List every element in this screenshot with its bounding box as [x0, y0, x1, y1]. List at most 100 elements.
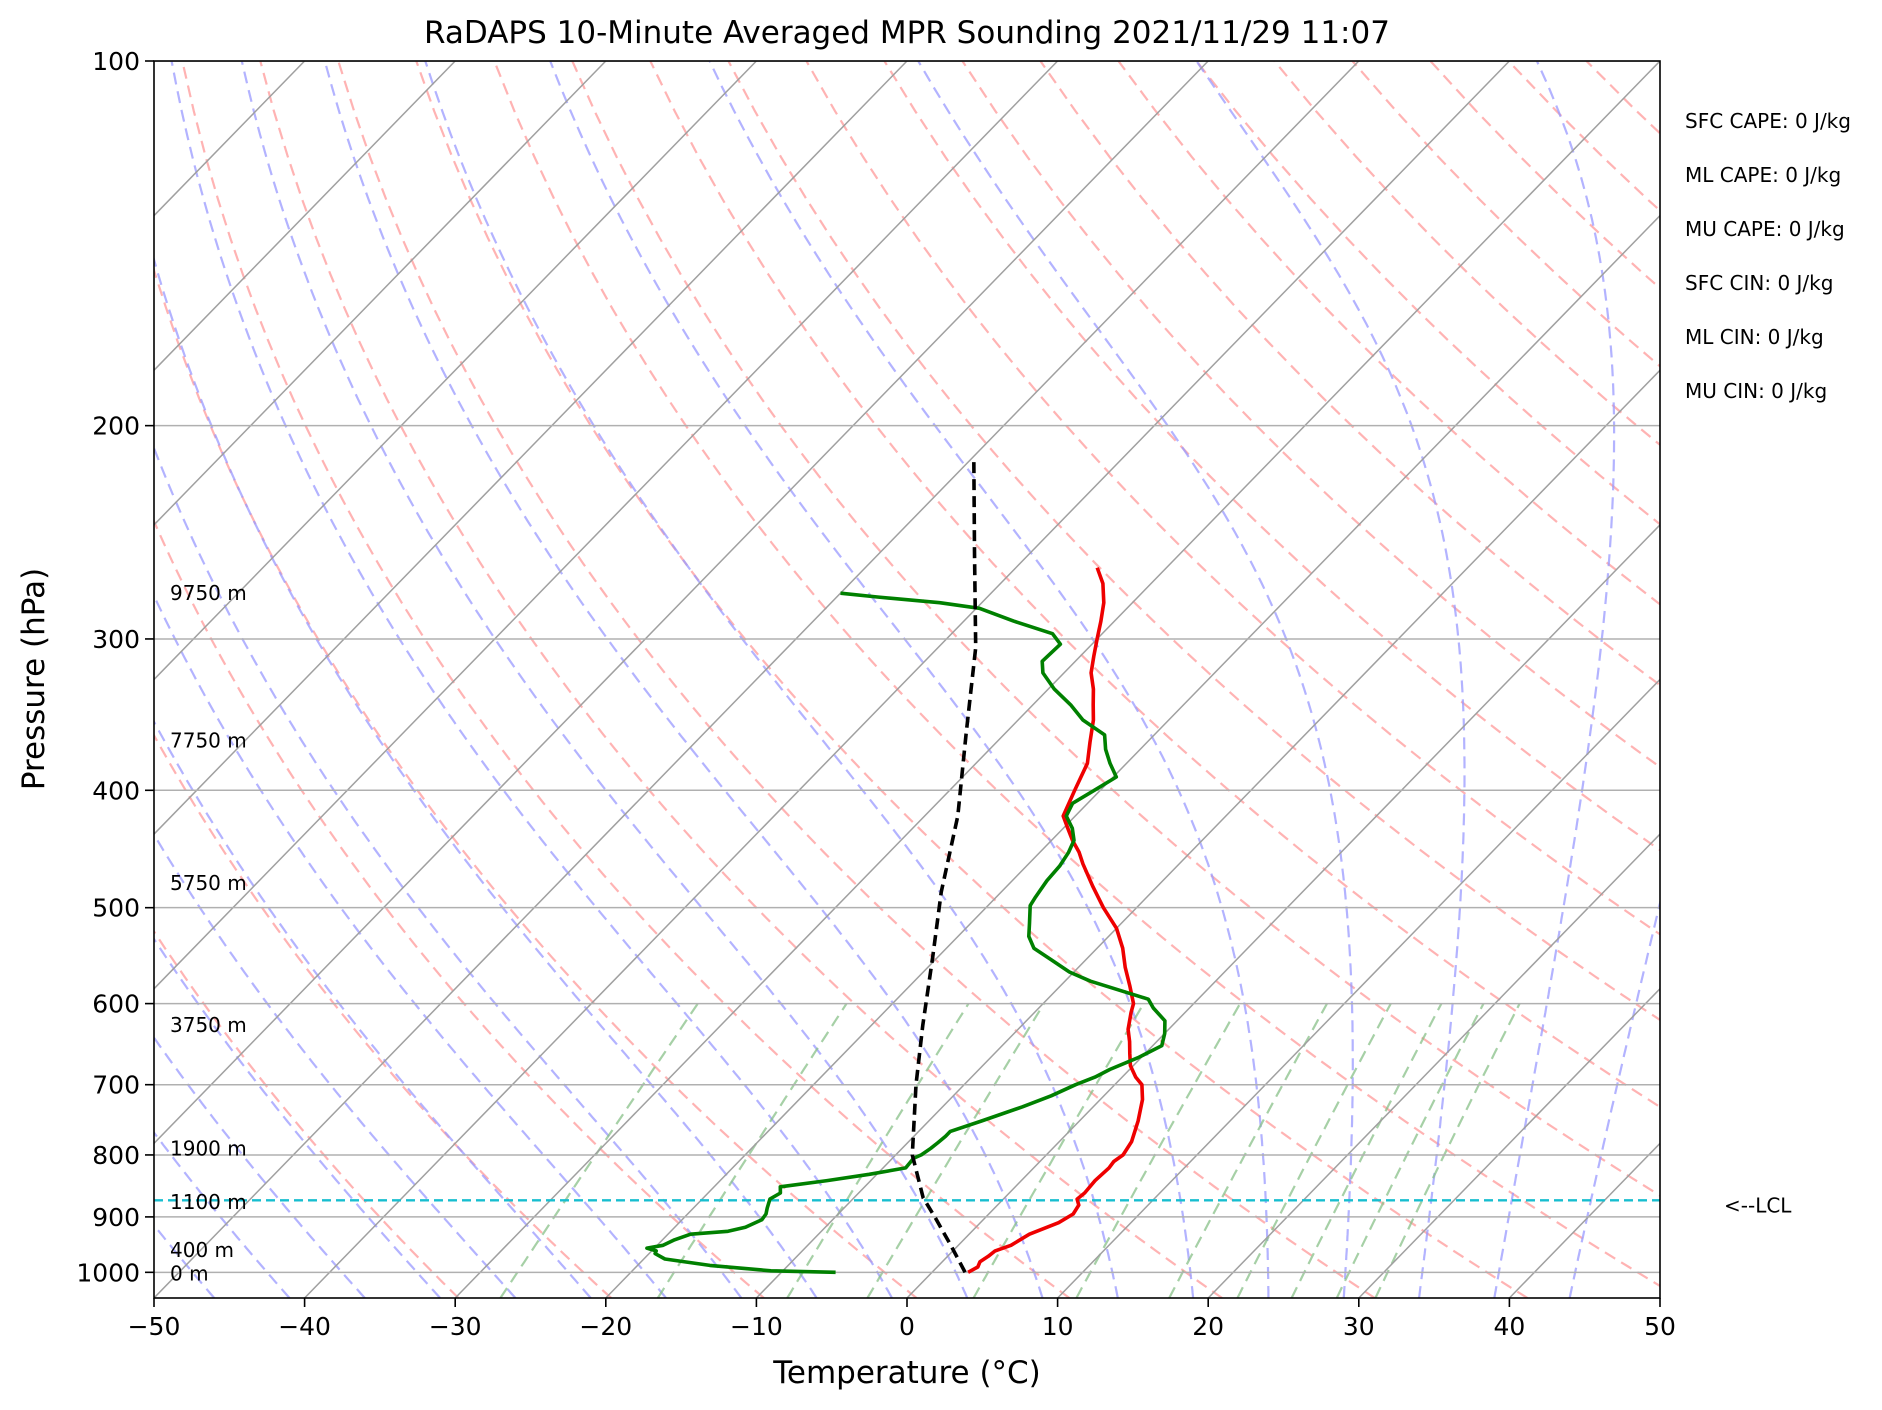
- y-tick-label: 1000: [76, 1258, 140, 1287]
- isotherm: [605, 214, 1660, 1298]
- y-tick-label: 500: [92, 894, 140, 923]
- height-label: 7750 m: [170, 729, 247, 753]
- dry-adiabat: [181, 61, 1071, 1298]
- stability-annotation: ML CIN: 0 J/kg: [1685, 325, 1824, 349]
- isotherm: [154, 61, 908, 836]
- isotherm: [1508, 1142, 1660, 1298]
- isotherm: [154, 61, 1059, 990]
- dry-adiabat: [571, 61, 1660, 1197]
- x-tick-label: −40: [278, 1312, 331, 1341]
- moist-adiabat: [170, 61, 893, 1298]
- y-tick-label: 800: [92, 1141, 140, 1170]
- moist-adiabat: [323, 61, 1044, 1298]
- height-label: 5750 m: [170, 871, 247, 895]
- mixing-ratio-line: [1374, 1003, 1521, 1298]
- x-tick-label: 30: [1343, 1312, 1375, 1341]
- dry-adiabat: [1117, 61, 1660, 606]
- isotherm: [154, 61, 456, 372]
- isotherm: [1207, 833, 1660, 1298]
- isotherm: [906, 523, 1660, 1298]
- isotherm: [154, 61, 1209, 1145]
- y-tick-label: 400: [92, 776, 140, 805]
- dry-adiabat: [1742, 61, 1882, 1298]
- stability-annotation: MU CAPE: 0 J/kg: [1685, 217, 1845, 241]
- moist-adiabat: [708, 61, 1270, 1298]
- isotherm: [154, 61, 1360, 1298]
- mixing-ratio-line: [656, 1003, 848, 1298]
- chart-title: RaDAPS 10-Minute Averaged MPR Sounding 2…: [424, 15, 1390, 51]
- isotherm: [1659, 1296, 1660, 1298]
- height-label: 1900 m: [170, 1136, 247, 1160]
- dewpoint-line: [645, 591, 1167, 1275]
- stability-annotation: SFC CIN: 0 J/kg: [1685, 271, 1833, 295]
- dry-adiabat: [337, 61, 1376, 1298]
- mixing-ratio-line: [1335, 1003, 1485, 1298]
- x-tick-label: −30: [429, 1312, 482, 1341]
- moist-adiabat: [154, 1035, 366, 1298]
- moist-adiabat: [154, 593, 667, 1298]
- dry-adiabat: [1664, 61, 1882, 1298]
- isotherm: [304, 61, 1510, 1298]
- mixing-ratio-line: [1075, 1003, 1242, 1298]
- dry-adiabat: [649, 61, 1660, 1109]
- y-tick-label: 900: [92, 1203, 140, 1232]
- moist-adiabat: [424, 61, 1119, 1298]
- height-label: 0 m: [170, 1261, 209, 1285]
- moist-adiabat: [154, 255, 818, 1298]
- x-tick-label: −10: [730, 1312, 783, 1341]
- x-axis-label: Temperature (°C): [772, 1355, 1041, 1391]
- stability-annotation: ML CAPE: 0 J/kg: [1685, 163, 1841, 187]
- isotherm: [454, 61, 1660, 1298]
- mixing-ratio-line: [786, 1003, 970, 1298]
- dry-adiabat: [961, 61, 1660, 769]
- y-tick-label: 200: [92, 412, 140, 441]
- dry-adiabat: [259, 61, 1223, 1298]
- height-label: 9750 m: [170, 581, 247, 605]
- isotherm: [0, 61, 3, 1298]
- temperature-line: [967, 567, 1145, 1274]
- axes: −50 −40 −30 −20 −10 0 10 20 30 40 50 100 200 300 400 50…: [76, 47, 1792, 1341]
- moist-adiabat: [1568, 898, 1660, 1298]
- moist-adiabat: [1195, 61, 1466, 1298]
- dry-adiabat: [154, 929, 460, 1298]
- series-layer: [645, 456, 1167, 1275]
- x-tick-label: 0: [899, 1312, 915, 1341]
- dry-adiabat: [154, 266, 918, 1298]
- isotherm: [755, 369, 1660, 1298]
- moist-adiabat: [917, 61, 1354, 1298]
- height-label: 1100 m: [170, 1190, 247, 1214]
- dry-adiabat: [415, 61, 1529, 1298]
- mixing-ratio-line: [972, 1003, 1145, 1298]
- y-tick-label: 600: [92, 990, 140, 1019]
- dry-adiabat: [154, 518, 765, 1298]
- lcl-label: <--LCL: [1724, 1193, 1792, 1217]
- moist-adiabat: [154, 937, 441, 1298]
- mixing-ratio-line: [499, 1002, 699, 1298]
- isotherm: [154, 61, 757, 681]
- y-tick-label: 700: [92, 1071, 140, 1100]
- dry-adiabat: [154, 733, 612, 1298]
- x-tick-label: −50: [128, 1312, 181, 1341]
- x-tick-label: 40: [1493, 1312, 1525, 1341]
- y-tick-label: 100: [92, 47, 140, 76]
- x-tick-label: −20: [579, 1312, 632, 1341]
- x-tick-label: 10: [1042, 1312, 1074, 1341]
- stability-annotations: SFC CAPE: 0 J/kg ML CAPE: 0 J/kg MU CAPE: …: [1685, 109, 1851, 403]
- moist-adiabat: [154, 832, 517, 1298]
- x-tick-label: 20: [1192, 1312, 1224, 1341]
- moist-adiabat: [240, 61, 969, 1298]
- dry-adiabat: [1039, 61, 1660, 687]
- mixing-ratio-line: [1290, 1003, 1443, 1298]
- moist-adiabat: [1493, 61, 1616, 1298]
- dry-adiabat: [1273, 61, 1660, 447]
- dry-adiabat: [883, 61, 1660, 852]
- height-label: 3750 m: [170, 1013, 247, 1037]
- pressure-grid: [154, 61, 1660, 1274]
- mixing-ratio-line: [1236, 1003, 1392, 1298]
- height-label: 400 m: [170, 1238, 234, 1262]
- dry-adiabat: [1507, 61, 1660, 213]
- dry-adiabat: [1429, 61, 1660, 290]
- stability-annotation: MU CIN: 0 J/kg: [1685, 379, 1827, 403]
